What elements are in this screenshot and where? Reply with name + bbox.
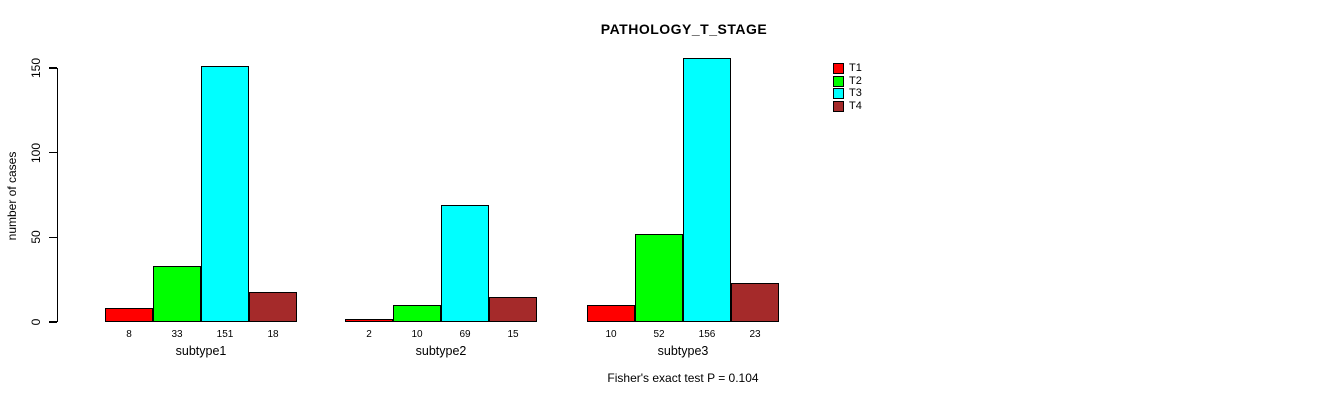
bar-T4-subtype1: [249, 291, 297, 322]
y-axis-tick-label: 100: [29, 142, 43, 163]
legend-swatch-T1: [833, 62, 844, 74]
bar-value-label: 10: [605, 329, 617, 340]
bar-value-label: 15: [507, 329, 519, 340]
legend-label: T3: [849, 87, 862, 100]
annotation-fisher-test: Fisher's exact test P = 0.104: [607, 371, 759, 385]
bar-T4-subtype3: [731, 283, 779, 322]
bar-T1-subtype1: [105, 308, 153, 322]
legend-label: T2: [849, 74, 862, 87]
bar-value-label: 156: [698, 329, 716, 340]
legend-label: T1: [849, 62, 862, 74]
bar-value-label: 18: [267, 329, 279, 340]
bar-value-label: 10: [411, 329, 423, 340]
legend-swatch-T2: [833, 75, 844, 87]
legend: T1 T2 T3 T4: [833, 62, 862, 113]
bar-value-label: 52: [653, 329, 665, 340]
y-axis-tick-label: 0: [29, 318, 43, 326]
legend-item-T1: T1: [833, 62, 862, 75]
legend-item-T4: T4: [833, 100, 862, 113]
y-axis-tick: [49, 67, 57, 69]
bar-value-label: 8: [126, 329, 132, 340]
y-axis-tick: [49, 321, 57, 323]
x-category-label-subtype1: subtype1: [175, 344, 227, 358]
y-axis-tick: [49, 236, 57, 239]
bar-T3-subtype2: [441, 205, 489, 322]
legend-item-T3: T3: [833, 87, 862, 100]
x-category-label-subtype3: subtype3: [657, 344, 709, 358]
bar-value-label: 69: [459, 329, 471, 340]
y-axis-line: [57, 68, 59, 322]
bar-value-label: 2: [366, 329, 372, 340]
x-category-label-subtype2: subtype2: [415, 344, 467, 358]
bar-value-label: 33: [171, 329, 183, 340]
bar-T2-subtype2: [393, 305, 441, 322]
bar-T4-subtype2: [489, 296, 537, 322]
y-axis-tick-label: 150: [29, 57, 43, 79]
bar-T3-subtype1: [201, 66, 249, 322]
chart-title: PATHOLOGY_T_STAGE: [600, 21, 768, 37]
legend-swatch-T3: [833, 88, 844, 100]
legend-item-T2: T2: [833, 75, 862, 88]
legend-label: T4: [849, 100, 862, 113]
y-axis-tick: [49, 151, 57, 154]
bar-T1-subtype2: [345, 318, 393, 322]
bar-T2-subtype1: [153, 266, 201, 322]
bar-T2-subtype3: [635, 233, 683, 322]
bar-value-label: 23: [749, 329, 761, 340]
y-axis-tick-label: 50: [29, 230, 43, 245]
bar-T3-subtype3: [683, 57, 731, 322]
bar-T1-subtype3: [587, 305, 635, 322]
bar-value-label: 151: [216, 329, 234, 340]
legend-swatch-T4: [833, 100, 844, 112]
